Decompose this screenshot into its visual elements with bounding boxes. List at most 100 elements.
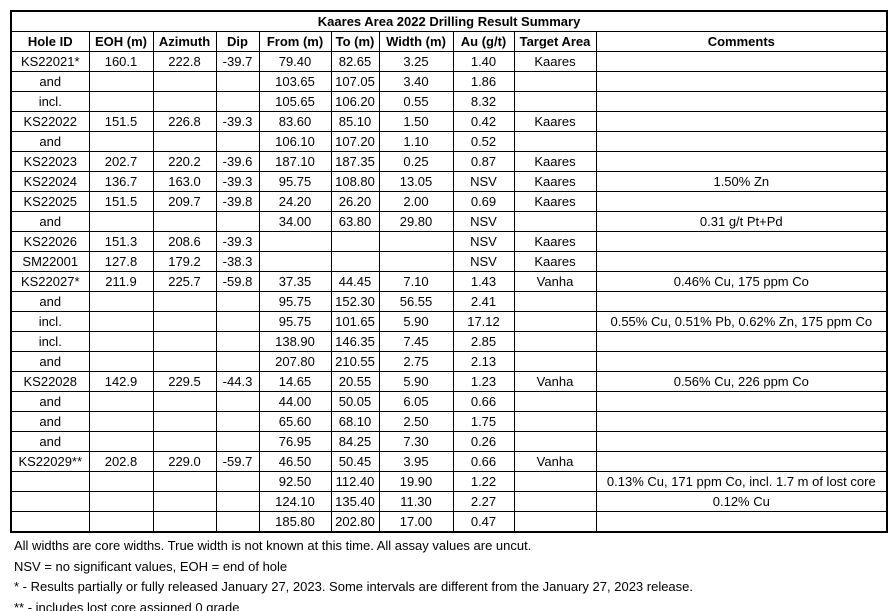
- cell: 14.65: [258, 371, 332, 392]
- cell: [88, 351, 154, 372]
- cell: Kaares: [513, 231, 597, 252]
- cell: [513, 491, 597, 512]
- cell: 210.55: [330, 351, 380, 372]
- cell: 151.5: [88, 111, 154, 132]
- cell: [88, 491, 154, 512]
- cell: -39.8: [215, 191, 260, 212]
- cell: 202.7: [88, 151, 154, 172]
- cell: [513, 211, 597, 232]
- cell: [595, 231, 888, 252]
- cell: [595, 291, 888, 312]
- column-header: To (m): [330, 31, 380, 52]
- cell: and: [10, 291, 90, 312]
- cell: 211.9: [88, 271, 154, 292]
- cell: 44.00: [258, 391, 332, 412]
- cell: [152, 211, 217, 232]
- cell: 185.80: [258, 511, 332, 533]
- cell: 101.65: [330, 311, 380, 332]
- cell: 124.10: [258, 491, 332, 512]
- cell: 151.3: [88, 231, 154, 252]
- cell: 0.31 g/t Pt+Pd: [595, 211, 888, 232]
- cell: [215, 351, 260, 372]
- footnotes: All widths are core widths. True width i…: [14, 536, 693, 611]
- table-body: KS22021* 160.1 222.8 -39.7 79.40 82.65 3.25 1.4…: [10, 51, 888, 533]
- cell: [513, 291, 597, 312]
- cell: 3.40: [378, 71, 454, 92]
- cell: [513, 71, 597, 92]
- cell: [513, 431, 597, 452]
- cell: [215, 211, 260, 232]
- cell: 17.12: [452, 311, 515, 332]
- cell: 103.65: [258, 71, 332, 92]
- cell: 76.95: [258, 431, 332, 452]
- cell: Kaares: [513, 171, 597, 192]
- cell: [513, 411, 597, 432]
- cell: 56.55: [378, 291, 454, 312]
- cell: [595, 191, 888, 212]
- cell: -39.6: [215, 151, 260, 172]
- cell: 0.66: [452, 451, 515, 472]
- cell: incl.: [10, 331, 90, 352]
- cell: [215, 471, 260, 492]
- cell: [513, 471, 597, 492]
- table-row: SM22001 127.8 179.2 -38.3 NSV Kaares: [10, 251, 888, 272]
- cell: 127.8: [88, 251, 154, 272]
- footnote-line: All widths are core widths. True width i…: [14, 538, 532, 553]
- cell: and: [10, 411, 90, 432]
- cell: 20.55: [330, 371, 380, 392]
- table-row: KS22026 151.3 208.6 -39.3 NSV Kaares: [10, 231, 888, 252]
- cell: [152, 131, 217, 152]
- cell: 138.90: [258, 331, 332, 352]
- cell: [88, 471, 154, 492]
- cell: Kaares: [513, 151, 597, 172]
- cell: 2.85: [452, 331, 515, 352]
- cell: 83.60: [258, 111, 332, 132]
- cell: and: [10, 71, 90, 92]
- cell: 5.90: [378, 371, 454, 392]
- cell: 229.5: [152, 371, 217, 392]
- cell: 63.80: [330, 211, 380, 232]
- cell: 226.8: [152, 111, 217, 132]
- cell: [595, 71, 888, 92]
- cell: [513, 311, 597, 332]
- cell: [215, 291, 260, 312]
- cell: 0.25: [378, 151, 454, 172]
- cell: 2.50: [378, 411, 454, 432]
- cell: [330, 231, 380, 252]
- cell: [513, 511, 597, 533]
- table-row: 92.50 112.40 19.90 1.22 0.13% Cu, 171 ppm Co…: [10, 471, 888, 492]
- cell: 187.10: [258, 151, 332, 172]
- cell: Kaares: [513, 251, 597, 272]
- cell: 106.10: [258, 131, 332, 152]
- cell: 2.00: [378, 191, 454, 212]
- cell: NSV: [452, 251, 515, 272]
- cell: [378, 231, 454, 252]
- cell: KS22029**: [10, 451, 90, 472]
- cell: 29.80: [378, 211, 454, 232]
- table-row: incl. 95.75 101.65 5.90 17.12 0.55% Cu, 0.51%…: [10, 311, 888, 332]
- cell: NSV: [452, 231, 515, 252]
- table-row: KS22023 202.7 220.2 -39.6 187.10 187.35 0.25 0.…: [10, 151, 888, 172]
- cell: [88, 211, 154, 232]
- cell: [88, 311, 154, 332]
- cell: [513, 131, 597, 152]
- cell: 2.75: [378, 351, 454, 372]
- cell: Vanha: [513, 271, 597, 292]
- cell: [215, 331, 260, 352]
- cell: 2.41: [452, 291, 515, 312]
- cell: 1.10: [378, 131, 454, 152]
- cell: NSV: [452, 211, 515, 232]
- cell: [595, 331, 888, 352]
- cell: 105.65: [258, 91, 332, 112]
- cell: 19.90: [378, 471, 454, 492]
- cell: 1.50: [378, 111, 454, 132]
- cell: [595, 391, 888, 412]
- cell: [10, 491, 90, 512]
- cell: 0.69: [452, 191, 515, 212]
- cell: [215, 311, 260, 332]
- cell: KS22024: [10, 171, 90, 192]
- footnote-line: * - Results partially or fully released …: [14, 579, 694, 594]
- cell: [215, 491, 260, 512]
- cell: 17.00: [378, 511, 454, 533]
- cell: [88, 71, 154, 92]
